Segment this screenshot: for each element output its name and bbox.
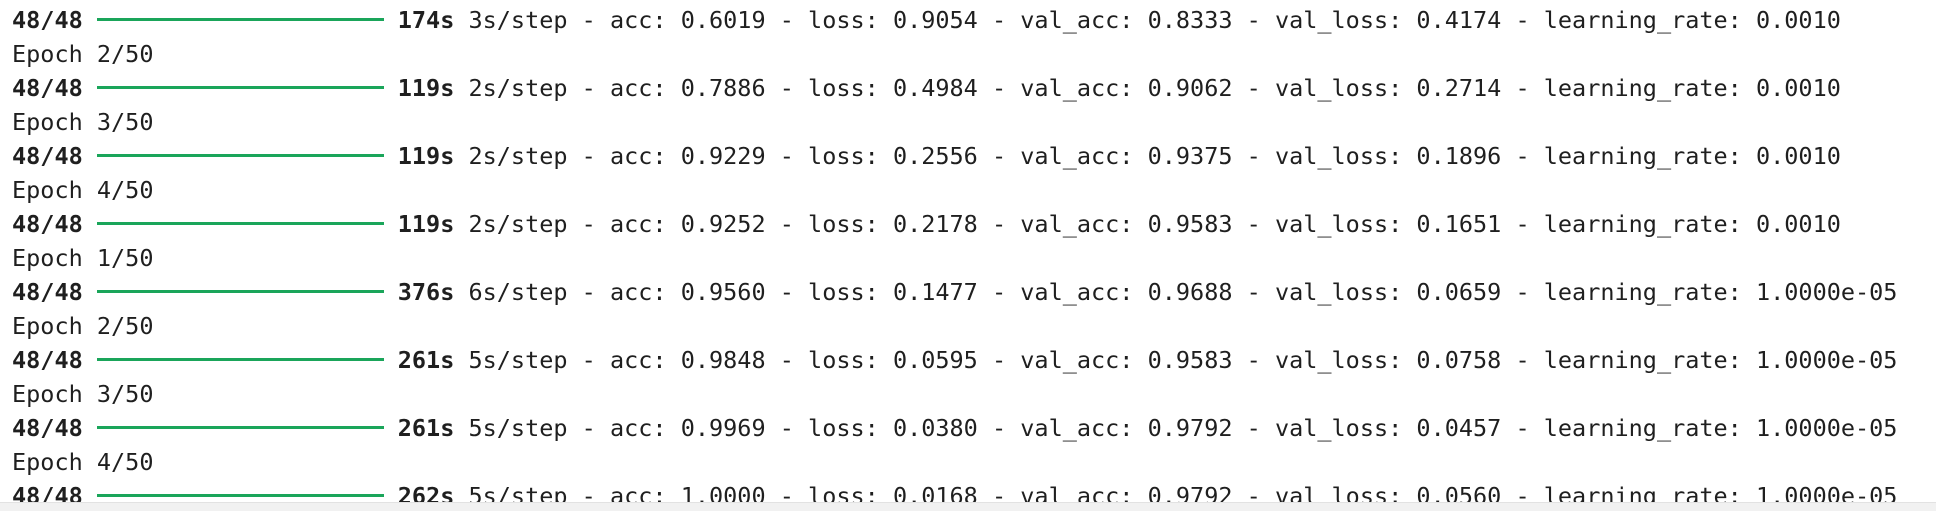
- step-metrics: 2s/step - acc: 0.7886 - loss: 0.4984 - v…: [454, 74, 1841, 102]
- epoch-line: Epoch 4/50: [12, 176, 154, 204]
- progress-bar-fill: [96, 18, 384, 21]
- progress-bar: [96, 154, 384, 157]
- step-line: 48/48 119s 2s/step - acc: 0.7886 - loss: …: [12, 71, 1936, 105]
- step-metrics: 6s/step - acc: 0.9560 - loss: 0.1477 - v…: [454, 278, 1898, 306]
- step-counter: 48/48: [12, 278, 83, 306]
- progress-bar: [96, 18, 384, 21]
- progress-bar-fill: [96, 358, 384, 361]
- step-metrics: 5s/step - acc: 0.9969 - loss: 0.0380 - v…: [454, 414, 1898, 442]
- elapsed-time: 376s: [397, 278, 455, 306]
- progress-bar-fill: [96, 494, 384, 497]
- step-counter: 48/48: [12, 414, 83, 442]
- step-line: 48/48 174s 3s/step - acc: 0.6019 - loss: …: [12, 3, 1936, 37]
- epoch-line: Epoch 4/50: [12, 448, 154, 476]
- elapsed-time: 261s: [397, 346, 455, 374]
- elapsed-time: 174s: [397, 6, 455, 34]
- elapsed-time: 119s: [397, 210, 455, 238]
- step-counter: 48/48: [12, 346, 83, 374]
- step-metrics: 2s/step - acc: 0.9252 - loss: 0.2178 - v…: [454, 210, 1841, 238]
- progress-bar: [96, 426, 384, 429]
- progress-bar-fill: [96, 86, 384, 89]
- step-metrics: 5s/step - acc: 0.9848 - loss: 0.0595 - v…: [454, 346, 1898, 374]
- progress-bar-fill: [96, 154, 384, 157]
- step-line: 48/48 261s 5s/step - acc: 0.9969 - loss: …: [12, 411, 1936, 445]
- step-counter: 48/48: [12, 74, 83, 102]
- elapsed-time: 119s: [397, 142, 455, 170]
- progress-bar: [96, 290, 384, 293]
- progress-bar-fill: [96, 290, 384, 293]
- progress-bar: [96, 86, 384, 89]
- progress-bar: [96, 222, 384, 225]
- epoch-line: Epoch 3/50: [12, 380, 154, 408]
- step-counter: 48/48: [12, 142, 83, 170]
- step-line: 48/48 119s 2s/step - acc: 0.9229 - loss: …: [12, 139, 1936, 173]
- elapsed-time: 119s: [397, 74, 455, 102]
- training-log-output: 48/48 174s 3s/step - acc: 0.6019 - loss: …: [12, 0, 1936, 513]
- step-line: 48/48 261s 5s/step - acc: 0.9848 - loss: …: [12, 343, 1936, 377]
- elapsed-time: 261s: [397, 414, 455, 442]
- progress-bar: [96, 358, 384, 361]
- step-metrics: 3s/step - acc: 0.6019 - loss: 0.9054 - v…: [454, 6, 1841, 34]
- epoch-line: Epoch 3/50: [12, 108, 154, 136]
- step-counter: 48/48: [12, 6, 83, 34]
- progress-bar: [96, 494, 384, 497]
- epoch-line: Epoch 2/50: [12, 312, 154, 340]
- step-counter: 48/48: [12, 210, 83, 238]
- epoch-line: Epoch 2/50: [12, 40, 154, 68]
- progress-bar-fill: [96, 426, 384, 429]
- step-line: 48/48 376s 6s/step - acc: 0.9560 - loss: …: [12, 275, 1936, 309]
- step-metrics: 2s/step - acc: 0.9229 - loss: 0.2556 - v…: [454, 142, 1841, 170]
- progress-bar-fill: [96, 222, 384, 225]
- step-line: 48/48 119s 2s/step - acc: 0.9252 - loss: …: [12, 207, 1936, 241]
- horizontal-scrollbar[interactable]: [0, 502, 1936, 511]
- epoch-line: Epoch 1/50: [12, 244, 154, 272]
